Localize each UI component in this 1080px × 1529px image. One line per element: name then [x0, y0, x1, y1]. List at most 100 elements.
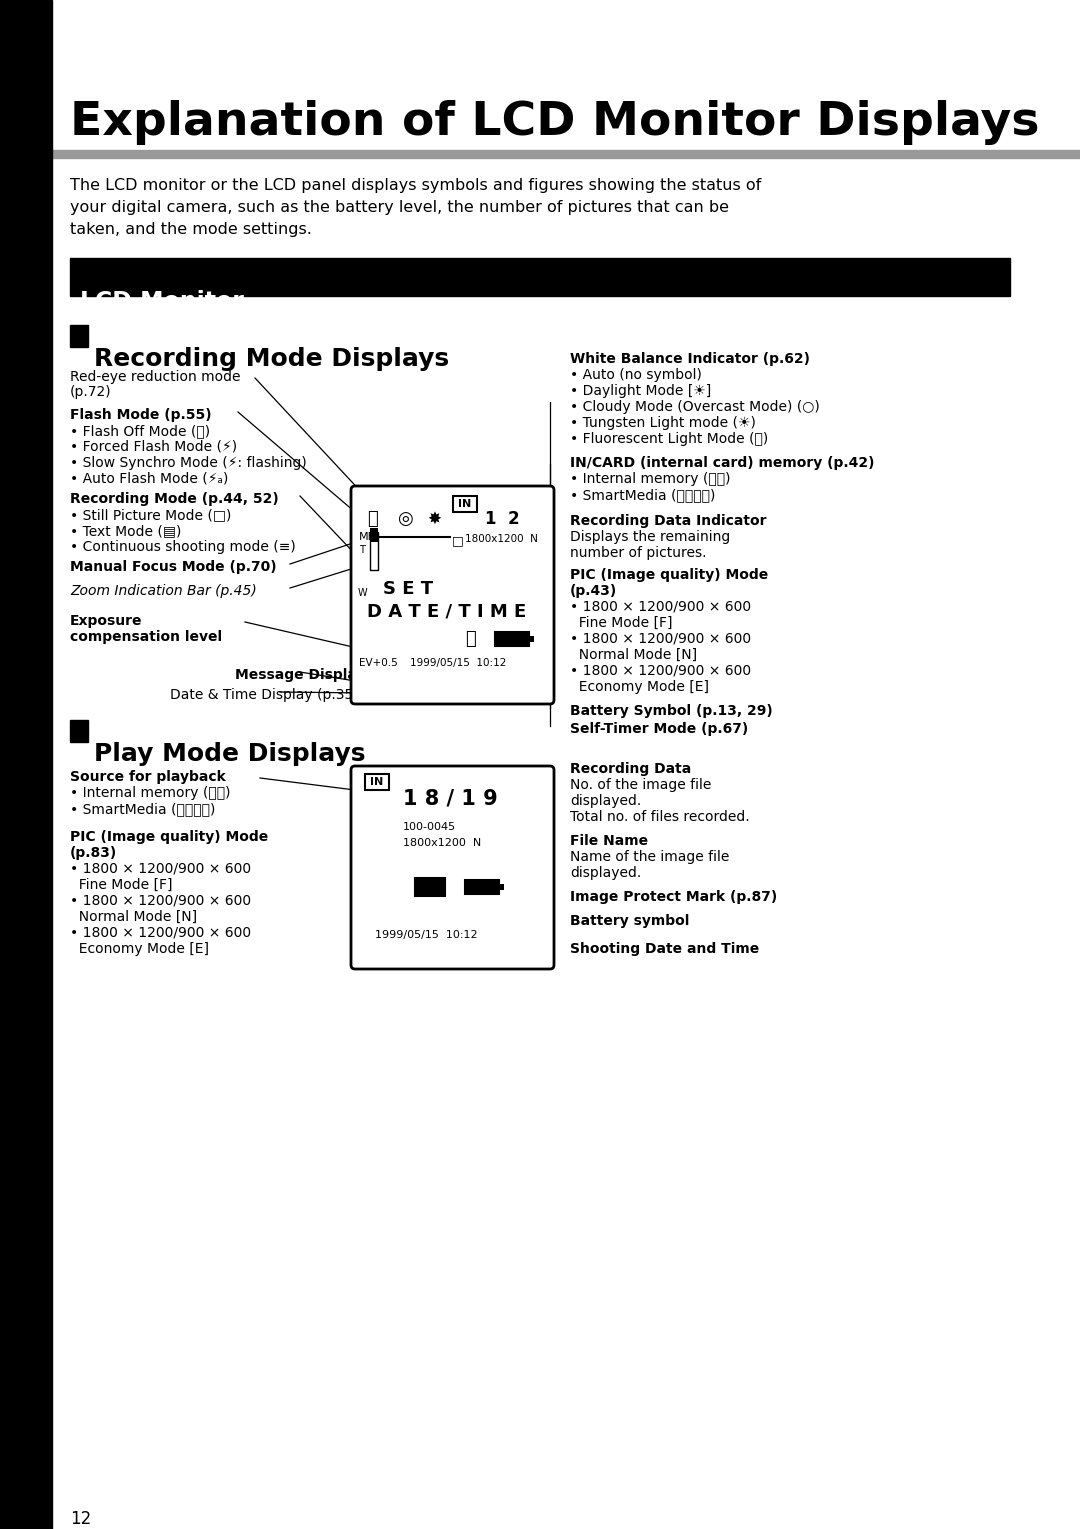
Bar	[529, 636, 534, 642]
Text: 1 8 / 1 9: 1 8 / 1 9	[403, 787, 498, 807]
Text: File Name: File Name	[570, 833, 648, 849]
Text: displayed.: displayed.	[570, 794, 642, 807]
FancyBboxPatch shape	[351, 766, 554, 969]
Text: LCD Monitor: LCD Monitor	[80, 291, 244, 313]
Text: Explanation of LCD Monitor Displays: Explanation of LCD Monitor Displays	[70, 99, 1039, 145]
Text: S E T: S E T	[383, 579, 433, 598]
Text: Recording Mode (p.44, 52): Recording Mode (p.44, 52)	[70, 492, 279, 506]
Text: (p.43): (p.43)	[570, 584, 618, 598]
Bar	[70, 720, 87, 742]
Text: • Daylight Mode [☀]: • Daylight Mode [☀]	[570, 384, 712, 398]
Text: displayed.: displayed.	[570, 865, 642, 881]
Text: ✸: ✸	[427, 511, 441, 528]
Text: Total no. of files recorded.: Total no. of files recorded.	[570, 810, 750, 824]
Text: Economy Mode [E]: Economy Mode [E]	[570, 680, 708, 694]
Text: PIC (Image quality) Mode: PIC (Image quality) Mode	[70, 830, 268, 844]
Text: Date & Time Display (p.35): Date & Time Display (p.35)	[170, 688, 359, 702]
Bar	[70, 326, 87, 347]
Text: Message Display: Message Display	[234, 668, 365, 682]
Text: • 1800 × 1200/900 × 600: • 1800 × 1200/900 × 600	[70, 894, 252, 908]
Text: • Internal memory (ⒾⓃ): • Internal memory (ⒾⓃ)	[570, 472, 730, 486]
Text: Battery symbol: Battery symbol	[570, 914, 689, 928]
Text: Self-Timer Mode (p.67): Self-Timer Mode (p.67)	[570, 722, 748, 735]
Text: • Tungsten Light mode (☀): • Tungsten Light mode (☀)	[570, 416, 756, 430]
Text: EV+0.5: EV+0.5	[359, 657, 397, 668]
Bar	[419, 881, 429, 888]
Bar	[465, 881, 499, 894]
Bar	[52, 150, 1080, 157]
Text: MF: MF	[359, 532, 375, 541]
FancyBboxPatch shape	[351, 486, 554, 703]
Text: Normal Mode [N]: Normal Mode [N]	[70, 910, 198, 924]
Text: • Still Picture Mode (□): • Still Picture Mode (□)	[70, 508, 231, 521]
Text: Zoom Indication Bar (p.45): Zoom Indication Bar (p.45)	[70, 584, 257, 598]
Text: Recording Data Indicator: Recording Data Indicator	[570, 514, 767, 528]
Text: ◎: ◎	[397, 511, 413, 528]
Text: D A T E / T I M E: D A T E / T I M E	[367, 602, 526, 619]
Text: Recording Mode Displays: Recording Mode Displays	[94, 347, 449, 372]
Text: T: T	[359, 544, 365, 555]
Text: 1800x1200  N: 1800x1200 N	[465, 534, 538, 544]
Text: 1  2: 1 2	[485, 511, 519, 528]
Text: IN/CARD (internal card) memory (p.42): IN/CARD (internal card) memory (p.42)	[570, 456, 875, 469]
Text: Shooting Date and Time: Shooting Date and Time	[570, 942, 759, 956]
Text: (p.83): (p.83)	[70, 846, 118, 859]
Bar	[495, 631, 529, 645]
Text: W: W	[357, 589, 367, 598]
Text: • Fluorescent Light Mode (⯿): • Fluorescent Light Mode (⯿)	[570, 433, 768, 446]
Text: • Flash Off Mode (ⓧ): • Flash Off Mode (ⓧ)	[70, 424, 211, 437]
Text: • 1800 × 1200/900 × 600: • 1800 × 1200/900 × 600	[570, 599, 751, 615]
Text: (p.72): (p.72)	[70, 385, 111, 399]
Text: IN: IN	[458, 498, 472, 509]
Bar	[415, 878, 445, 896]
Text: • Continuous shooting mode (≡): • Continuous shooting mode (≡)	[70, 540, 296, 553]
Text: 1999/05/15  10:12: 1999/05/15 10:12	[375, 930, 477, 940]
Text: ⓧ: ⓧ	[367, 511, 378, 528]
Text: Manual Focus Mode (p.70): Manual Focus Mode (p.70)	[70, 560, 276, 573]
Text: PIC (Image quality) Mode: PIC (Image quality) Mode	[570, 567, 768, 583]
Text: • SmartMedia (ⒻⓃⓇⓉ): • SmartMedia (ⒻⓃⓇⓉ)	[570, 488, 715, 502]
Text: • Cloudy Mode (Overcast Mode) (○): • Cloudy Mode (Overcast Mode) (○)	[570, 401, 820, 414]
Bar	[499, 884, 504, 890]
Bar	[0, 0, 52, 1529]
Bar	[370, 528, 378, 541]
Text: Exposure: Exposure	[70, 615, 143, 628]
Bar	[365, 774, 389, 790]
Text: 100-0045: 100-0045	[403, 823, 456, 832]
Text: Fine Mode [F]: Fine Mode [F]	[570, 616, 673, 630]
Text: 1800x1200  N: 1800x1200 N	[403, 838, 482, 849]
Bar	[453, 495, 477, 512]
Text: The LCD monitor or the LCD panel displays symbols and figures showing the status: The LCD monitor or the LCD panel display…	[70, 177, 761, 193]
Text: • Slow Synchro Mode (⚡: flashing): • Slow Synchro Mode (⚡: flashing)	[70, 456, 307, 469]
Text: • Internal memory (ⒾⓃ): • Internal memory (ⒾⓃ)	[70, 786, 230, 800]
Text: 1999/05/15  10:12: 1999/05/15 10:12	[410, 657, 507, 668]
Bar	[70, 258, 1010, 297]
Text: □: □	[453, 534, 463, 547]
Text: IN: IN	[370, 777, 383, 787]
Text: Red-eye reduction mode: Red-eye reduction mode	[70, 370, 241, 384]
Text: your digital camera, such as the battery level, the number of pictures that can : your digital camera, such as the battery…	[70, 200, 729, 216]
Bar	[370, 532, 378, 570]
Text: • 1800 × 1200/900 × 600: • 1800 × 1200/900 × 600	[570, 631, 751, 645]
Text: Flash Mode (p.55): Flash Mode (p.55)	[70, 408, 212, 422]
Text: Play Mode Displays: Play Mode Displays	[94, 742, 365, 766]
Text: • 1800 × 1200/900 × 600: • 1800 × 1200/900 × 600	[70, 927, 252, 940]
Text: Source for playback: Source for playback	[70, 771, 226, 784]
Text: • Auto Flash Mode (⚡ₐ): • Auto Flash Mode (⚡ₐ)	[70, 472, 228, 486]
Text: Recording Data: Recording Data	[570, 761, 691, 777]
Text: ⏲: ⏲	[465, 630, 476, 648]
Text: • Forced Flash Mode (⚡): • Forced Flash Mode (⚡)	[70, 440, 238, 454]
Text: • 1800 × 1200/900 × 600: • 1800 × 1200/900 × 600	[70, 862, 252, 876]
Text: No. of the image file: No. of the image file	[570, 778, 712, 792]
Text: Battery Symbol (p.13, 29): Battery Symbol (p.13, 29)	[570, 703, 773, 719]
Text: Displays the remaining: Displays the remaining	[570, 531, 730, 544]
Text: 12: 12	[70, 1511, 91, 1527]
Text: Image Protect Mark (p.87): Image Protect Mark (p.87)	[570, 890, 778, 904]
Text: • 1800 × 1200/900 × 600: • 1800 × 1200/900 × 600	[570, 664, 751, 677]
Text: • Text Mode (▤): • Text Mode (▤)	[70, 524, 181, 538]
Text: • SmartMedia (ⒻⓃⓇⓉ): • SmartMedia (ⒻⓃⓇⓉ)	[70, 803, 215, 816]
Text: Economy Mode [E]: Economy Mode [E]	[70, 942, 210, 956]
Text: Fine Mode [F]: Fine Mode [F]	[70, 878, 173, 891]
Text: number of pictures.: number of pictures.	[570, 546, 706, 560]
Text: • Auto (no symbol): • Auto (no symbol)	[570, 368, 702, 382]
